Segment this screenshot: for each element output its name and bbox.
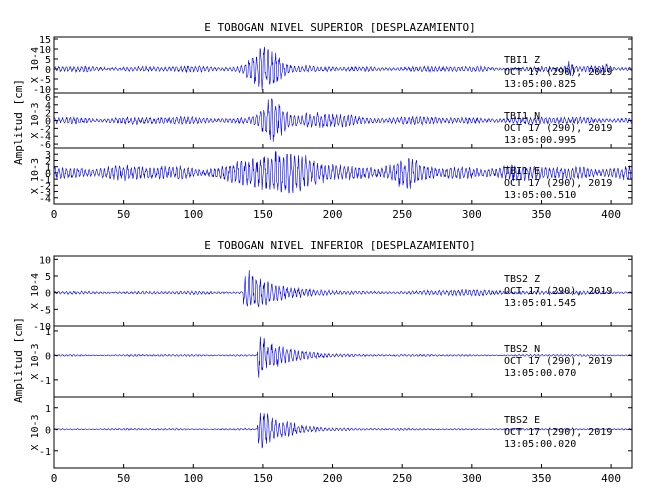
y-tick-label-0-0-0: -10 [33, 85, 51, 96]
y-tick-label-0-1-2: -2 [39, 124, 51, 135]
x-tick-label-1-8: 400 [601, 472, 621, 485]
x-tick-label-0-5: 250 [392, 208, 412, 221]
chart-title-upper: E TOBOGAN NIVEL SUPERIOR [DESPLAZAMIENTO… [204, 21, 476, 34]
y-tick-label-1-0-4: 10 [39, 255, 51, 266]
y-tick-label-0-0-1: -5 [39, 75, 51, 86]
y-tick-label-0-1-0: -6 [39, 140, 51, 151]
waveform-1-0 [53, 270, 633, 308]
y-tick-label-1-2-2: 1 [45, 404, 51, 415]
trace-time-label-0-1: 13:05:00.995 [504, 135, 576, 146]
y-tick-label-0-2-4: 0 [45, 169, 51, 180]
trace-date-label-1-0: OCT 17 (290), 2019 [504, 286, 612, 297]
trace-station-label-1-0: TBS2 Z [504, 274, 540, 285]
trace-station-label-1-1: TBS2 N [504, 344, 540, 355]
trace-time-label-0-2: 13:05:00.510 [504, 190, 576, 201]
y-tick-label-1-0-1: -5 [39, 305, 51, 316]
trace-time-label-1-1: 13:05:00.070 [504, 368, 576, 379]
x-tick-label-1-1: 50 [117, 472, 130, 485]
y-tick-label-1-0-3: 5 [45, 272, 51, 283]
trace-station-label-0-1: TBI1 N [504, 111, 540, 122]
x-tick-label-0-4: 200 [323, 208, 343, 221]
trace-date-label-0-1: OCT 17 (290), 2019 [504, 123, 612, 134]
trace-time-label-1-2: 13:05:00.020 [504, 439, 576, 450]
y-tick-label-0-2-3: -1 [39, 175, 51, 186]
x-tick-label-1-2: 100 [183, 472, 203, 485]
y-tick-label-0-1-4: 2 [45, 109, 51, 120]
y-tick-label-1-1-1: 0 [45, 351, 51, 362]
trace-date-label-1-1: OCT 17 (290), 2019 [504, 356, 612, 367]
scale-factor-label-0-2: X 10-3 [30, 158, 41, 194]
x-tick-label-0-2: 100 [183, 208, 203, 221]
scale-factor-label-1-0: X 10-4 [30, 273, 41, 309]
trace-date-label-0-2: OCT 17 (290), 2019 [504, 178, 612, 189]
y-tick-label-0-1-1: -4 [39, 132, 51, 143]
y-tick-label-1-0-0: -10 [33, 322, 51, 333]
trace-station-label-0-2: TBI1 E [504, 166, 540, 177]
x-tick-label-1-0: 0 [51, 472, 58, 485]
y-tick-label-1-1-2: 1 [45, 327, 51, 338]
scale-factor-label-0-1: X 10-3 [30, 102, 41, 138]
y-tick-label-0-2-1: -3 [39, 188, 51, 199]
y-axis-label-lower: Amplitud [cm] [12, 317, 25, 403]
trace-date-label-1-2: OCT 17 (290), 2019 [504, 427, 612, 438]
x-tick-label-1-7: 350 [532, 472, 552, 485]
x-tick-label-1-6: 300 [462, 472, 482, 485]
chart-title-lower: E TOBOGAN NIVEL INFERIOR [DESPLAZAMIENTO… [204, 239, 476, 252]
x-tick-label-1-4: 200 [323, 472, 343, 485]
y-tick-label-0-1-6: 6 [45, 93, 51, 104]
y-tick-label-1-2-0: -1 [39, 447, 51, 458]
waveform-0-1 [53, 98, 633, 142]
x-tick-label-0-7: 350 [532, 208, 552, 221]
x-tick-label-0-1: 50 [117, 208, 130, 221]
y-tick-label-0-2-7: 3 [45, 150, 51, 161]
trace-station-label-1-2: TBS2 E [504, 415, 540, 426]
trace-date-label-0-0: OCT 17 (290), 2019 [504, 67, 612, 78]
trace-time-label-1-0: 13:05:01.545 [504, 298, 576, 309]
y-tick-label-1-0-2: 0 [45, 289, 51, 300]
y-tick-label-0-0-5: 15 [39, 35, 51, 46]
panel-frame-1-2 [53, 396, 633, 469]
waveform-1-2 [53, 412, 633, 449]
y-tick-label-0-2-2: -2 [39, 181, 51, 192]
x-tick-label-0-0: 0 [51, 208, 58, 221]
y-tick-label-0-2-0: -4 [39, 194, 51, 205]
x-tick-label-0-8: 400 [601, 208, 621, 221]
y-tick-label-0-2-6: 2 [45, 156, 51, 167]
x-tick-label-0-3: 150 [253, 208, 273, 221]
trace-time-label-0-0: 13:05:00.825 [504, 79, 576, 90]
x-tick-label-1-3: 150 [253, 472, 273, 485]
y-axis-label-upper: Amplitud [cm] [12, 79, 25, 165]
scale-factor-label-1-2: X 10-3 [30, 414, 41, 450]
y-tick-label-0-0-4: 10 [39, 45, 51, 56]
y-tick-label-0-1-3: 0 [45, 117, 51, 128]
x-tick-label-0-6: 300 [462, 208, 482, 221]
y-tick-label-0-0-2: 0 [45, 65, 51, 76]
y-tick-label-0-0-3: 5 [45, 55, 51, 66]
waveform-0-2 [53, 151, 633, 194]
trace-station-label-0-0: TBI1 Z [504, 55, 540, 66]
scale-factor-label-1-1: X 10-3 [30, 343, 41, 379]
y-tick-label-1-1-0: -1 [39, 376, 51, 387]
y-tick-label-1-2-1: 0 [45, 425, 51, 436]
waveform-0-0 [53, 46, 633, 90]
y-tick-label-0-2-5: 1 [45, 163, 51, 174]
y-tick-label-0-1-5: 4 [45, 101, 51, 112]
scale-factor-label-0-0: X 10-4 [30, 47, 41, 83]
x-tick-label-1-5: 250 [392, 472, 412, 485]
waveform-1-1 [54, 336, 633, 378]
